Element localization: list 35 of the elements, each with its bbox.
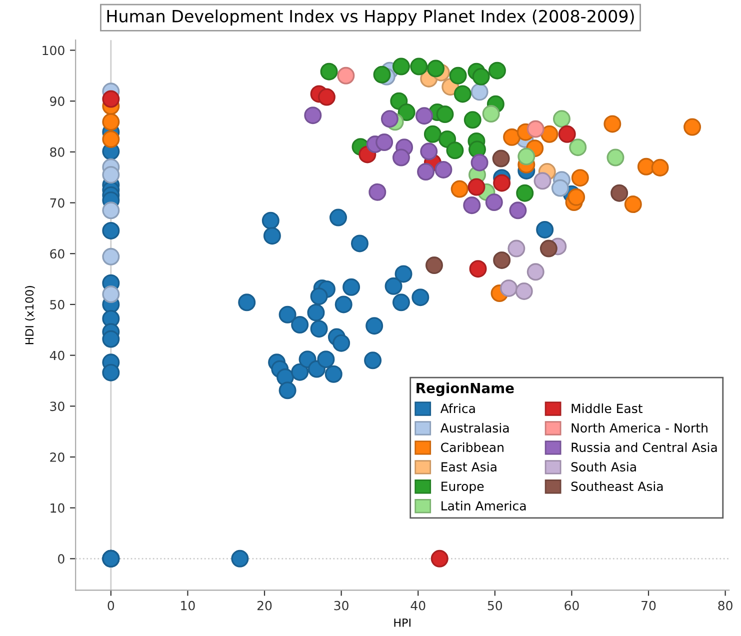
- legend-label: East Asia: [442, 462, 496, 472]
- y-tick-label: 70: [50, 198, 64, 208]
- legend-label: Africa: [440, 403, 475, 414]
- legend-label: Middle East: [572, 403, 642, 414]
- chart-title: Human Development Index vs Happy Planet Index (2008-2009): [107, 10, 634, 26]
- y-tick-label: 80: [50, 147, 64, 157]
- x-tick-label: 80: [718, 600, 732, 610]
- y-axis-title: HDI (x100): [25, 286, 35, 344]
- y-tick-label: 20: [50, 452, 64, 462]
- legend-label: Latin America: [442, 500, 526, 511]
- legend-label: Europe: [442, 482, 484, 494]
- legend-label: Caribbean: [441, 442, 504, 452]
- x-tick-label: 70: [642, 600, 656, 610]
- legend-title: RegionName: [416, 382, 514, 396]
- y-tick-label: 90: [50, 96, 64, 106]
- x-tick-label: 20: [257, 600, 272, 610]
- x-tick-label: 50: [488, 600, 502, 610]
- x-tick-label: 60: [564, 600, 579, 610]
- legend-label: Russia and Central Asia: [572, 442, 717, 452]
- x-tick-label: 40: [410, 600, 426, 610]
- y-tick-label: 0: [58, 554, 64, 564]
- x-tick-label: 10: [181, 600, 195, 610]
- legend-label: Australasia: [440, 422, 509, 433]
- y-tick-label: 60: [50, 249, 64, 259]
- legend-label: North America - North: [572, 422, 708, 433]
- y-tick-label: 100: [42, 46, 64, 56]
- y-tick-label: 40: [50, 350, 64, 360]
- legend-label: South Asia: [571, 462, 636, 472]
- legend-label: Southeast Asia: [571, 481, 663, 492]
- y-tick-label: 50: [50, 300, 64, 310]
- x-tick-label: 30: [334, 600, 348, 610]
- x-tick-label: 0: [108, 600, 114, 610]
- y-tick-label: 10: [50, 503, 64, 513]
- x-axis-title: HPI: [394, 618, 410, 627]
- y-tick-label: 30: [50, 402, 64, 412]
